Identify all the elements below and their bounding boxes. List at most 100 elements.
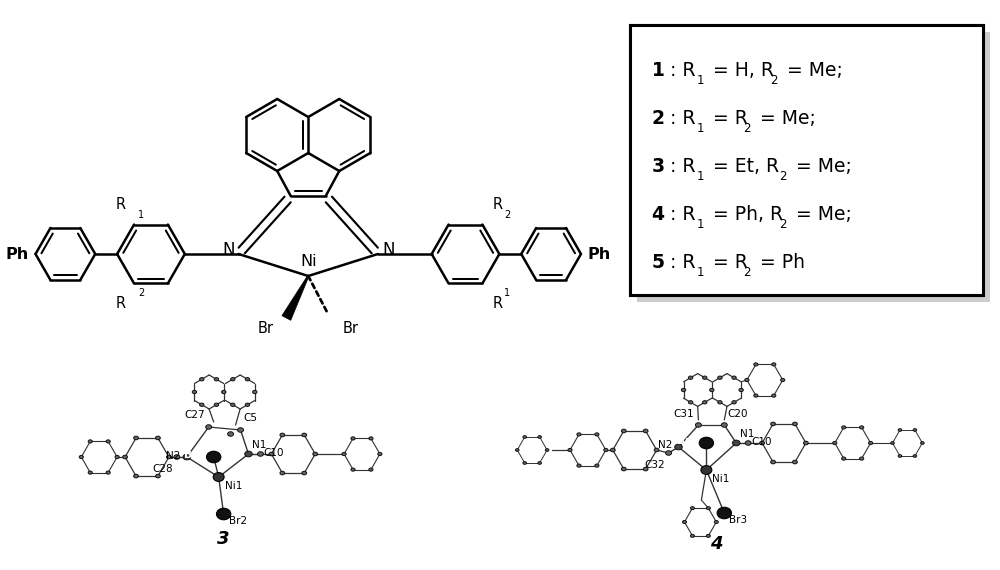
Ellipse shape	[913, 455, 917, 457]
Ellipse shape	[369, 437, 373, 440]
Ellipse shape	[754, 363, 758, 366]
Ellipse shape	[134, 436, 138, 439]
Ellipse shape	[183, 454, 191, 460]
Text: 1: 1	[696, 123, 704, 136]
Ellipse shape	[231, 403, 235, 406]
Ellipse shape	[703, 401, 707, 404]
Ellipse shape	[351, 437, 355, 440]
Ellipse shape	[721, 423, 727, 428]
Ellipse shape	[745, 378, 749, 381]
Ellipse shape	[302, 471, 307, 475]
Text: R: R	[116, 296, 126, 311]
Text: 1: 1	[696, 170, 704, 184]
Text: = Ph: = Ph	[754, 254, 805, 272]
Text: Br2: Br2	[229, 516, 247, 526]
Ellipse shape	[643, 467, 648, 471]
Ellipse shape	[231, 377, 235, 381]
Polygon shape	[282, 276, 309, 320]
Text: 1: 1	[696, 267, 704, 279]
Ellipse shape	[280, 471, 285, 475]
Text: Ph: Ph	[5, 246, 29, 262]
Ellipse shape	[621, 429, 626, 433]
Ellipse shape	[701, 466, 712, 474]
Ellipse shape	[523, 435, 527, 438]
Text: N: N	[382, 241, 394, 259]
Text: N1: N1	[252, 440, 267, 450]
Ellipse shape	[378, 453, 382, 455]
Text: 2: 2	[770, 75, 778, 88]
Ellipse shape	[106, 471, 110, 474]
Ellipse shape	[718, 376, 722, 380]
Text: N2: N2	[166, 451, 181, 461]
Ellipse shape	[898, 429, 902, 431]
Text: = Me;: = Me;	[790, 157, 852, 177]
Text: C10: C10	[751, 437, 772, 447]
Ellipse shape	[921, 442, 924, 445]
Text: C32: C32	[644, 460, 665, 470]
Text: = H, R: = H, R	[707, 62, 774, 80]
Text: : R: : R	[670, 62, 695, 80]
Ellipse shape	[860, 426, 864, 429]
Text: Br: Br	[343, 321, 359, 336]
Ellipse shape	[280, 433, 285, 437]
Ellipse shape	[793, 422, 797, 426]
Ellipse shape	[351, 468, 355, 471]
Text: = Me;: = Me;	[781, 62, 843, 80]
Text: 3: 3	[217, 530, 230, 548]
Text: Ni1: Ni1	[712, 474, 730, 484]
Ellipse shape	[192, 390, 197, 394]
Ellipse shape	[538, 462, 541, 465]
Text: Ni: Ni	[300, 254, 317, 269]
Text: R: R	[492, 296, 502, 311]
Ellipse shape	[690, 534, 694, 538]
Text: 4: 4	[652, 206, 665, 225]
Ellipse shape	[245, 377, 250, 381]
Text: Br: Br	[257, 321, 273, 336]
Ellipse shape	[313, 452, 318, 456]
Text: : R: : R	[670, 254, 695, 272]
Text: 4: 4	[710, 535, 723, 553]
Ellipse shape	[732, 440, 740, 446]
Text: C31: C31	[674, 409, 694, 419]
Ellipse shape	[688, 376, 693, 380]
Text: C10: C10	[263, 448, 284, 458]
Ellipse shape	[718, 401, 722, 404]
Ellipse shape	[214, 377, 219, 381]
Ellipse shape	[369, 468, 373, 471]
Ellipse shape	[545, 449, 549, 451]
Ellipse shape	[213, 473, 224, 482]
Ellipse shape	[106, 440, 110, 443]
Ellipse shape	[710, 388, 714, 392]
Ellipse shape	[621, 467, 626, 471]
Text: : R: : R	[670, 157, 695, 177]
Ellipse shape	[913, 429, 917, 431]
Ellipse shape	[604, 449, 608, 451]
Ellipse shape	[745, 441, 751, 445]
Text: 2: 2	[652, 109, 665, 128]
Text: : R: : R	[670, 206, 695, 225]
Ellipse shape	[174, 455, 180, 459]
Ellipse shape	[577, 464, 581, 467]
Ellipse shape	[695, 423, 701, 428]
Ellipse shape	[654, 448, 659, 452]
Text: = Me;: = Me;	[754, 109, 816, 128]
FancyBboxPatch shape	[637, 32, 990, 302]
Ellipse shape	[200, 377, 204, 381]
Ellipse shape	[833, 441, 837, 445]
Ellipse shape	[842, 457, 846, 460]
Ellipse shape	[714, 520, 718, 523]
Ellipse shape	[156, 474, 160, 478]
Ellipse shape	[577, 433, 581, 436]
Text: = Me;: = Me;	[790, 206, 852, 225]
Ellipse shape	[207, 451, 221, 463]
Ellipse shape	[690, 507, 694, 510]
Ellipse shape	[898, 455, 902, 457]
Text: 2: 2	[779, 218, 787, 231]
Text: C20: C20	[727, 409, 748, 419]
Text: C5: C5	[244, 413, 258, 423]
Ellipse shape	[342, 453, 346, 455]
Ellipse shape	[772, 394, 776, 397]
Ellipse shape	[79, 455, 83, 459]
Ellipse shape	[214, 403, 219, 406]
Ellipse shape	[754, 394, 758, 397]
